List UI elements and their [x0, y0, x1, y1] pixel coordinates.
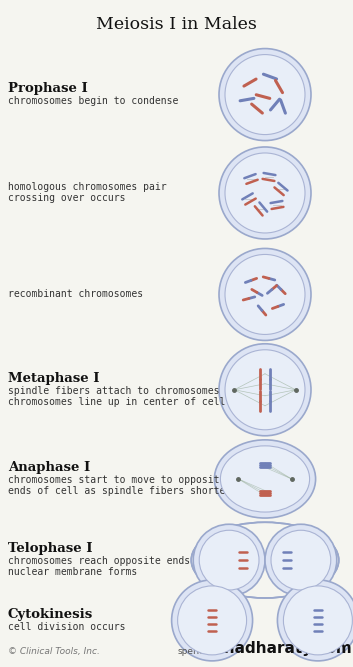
Text: Meiosis I in Males: Meiosis I in Males — [96, 16, 257, 33]
Text: Metaphase I: Metaphase I — [8, 372, 100, 385]
Circle shape — [219, 344, 311, 436]
Text: muhadharaty.com: muhadharaty.com — [198, 641, 353, 656]
Circle shape — [219, 147, 311, 239]
Circle shape — [219, 248, 311, 340]
Circle shape — [271, 530, 331, 590]
Circle shape — [219, 49, 311, 141]
Text: Telophase I: Telophase I — [8, 542, 92, 555]
Text: sperm: sperm — [178, 647, 207, 656]
Circle shape — [265, 524, 337, 596]
Text: spindle fibers attach to chromosomes: spindle fibers attach to chromosomes — [8, 386, 220, 396]
Circle shape — [193, 524, 265, 596]
Text: Cytokinesis: Cytokinesis — [8, 608, 93, 621]
Text: homologous chromosomes pair: homologous chromosomes pair — [8, 182, 167, 192]
Text: chromosomes start to move to opposite: chromosomes start to move to opposite — [8, 475, 225, 485]
Text: recombinant chromosomes: recombinant chromosomes — [8, 289, 143, 299]
Circle shape — [225, 153, 305, 233]
Text: cell division occurs: cell division occurs — [8, 622, 126, 632]
Ellipse shape — [220, 446, 310, 512]
Circle shape — [178, 586, 247, 655]
Text: ends of cell as spindle fibers shorten: ends of cell as spindle fibers shorten — [8, 486, 231, 496]
Text: Prophase I: Prophase I — [8, 82, 88, 95]
Text: crossing over occurs: crossing over occurs — [8, 193, 126, 203]
Circle shape — [225, 350, 305, 430]
Circle shape — [225, 254, 305, 334]
Text: chromosomes reach opposite ends: chromosomes reach opposite ends — [8, 556, 190, 566]
Ellipse shape — [214, 440, 316, 518]
Text: Anaphase I: Anaphase I — [8, 461, 90, 474]
Text: chromosomes line up in center of cell: chromosomes line up in center of cell — [8, 397, 225, 407]
Circle shape — [283, 586, 352, 655]
Text: chromosomes begin to condense: chromosomes begin to condense — [8, 96, 178, 106]
Text: © Clinical Tools, Inc.: © Clinical Tools, Inc. — [8, 647, 100, 656]
Circle shape — [225, 55, 305, 135]
Circle shape — [172, 580, 253, 661]
Circle shape — [199, 530, 259, 590]
Circle shape — [277, 580, 353, 661]
Text: nuclear membrane forms: nuclear membrane forms — [8, 567, 137, 577]
